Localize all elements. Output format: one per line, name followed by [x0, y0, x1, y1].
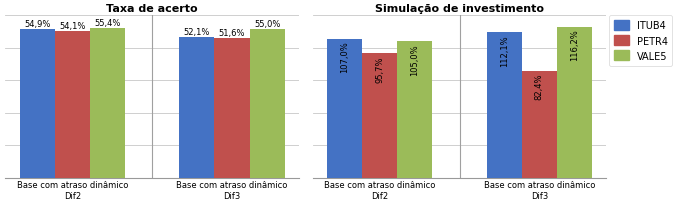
Bar [362, 54, 397, 178]
Title: Taxa de acerto: Taxa de acerto [106, 4, 198, 14]
Bar [20, 30, 55, 178]
Text: 107,0%: 107,0% [340, 41, 349, 73]
Text: 116,2%: 116,2% [570, 30, 579, 61]
Bar [214, 39, 249, 178]
Bar [397, 42, 433, 178]
Legend: ITUB4, PETR4, VALE5: ITUB4, PETR4, VALE5 [609, 16, 673, 66]
Text: 51,6%: 51,6% [219, 29, 245, 38]
Text: 55,4%: 55,4% [95, 19, 121, 28]
Text: 55,0%: 55,0% [254, 20, 281, 29]
Text: 105,0%: 105,0% [410, 44, 419, 75]
Text: 112,1%: 112,1% [500, 35, 509, 66]
Bar [55, 32, 90, 178]
Bar [522, 71, 557, 178]
Text: 95,7%: 95,7% [375, 56, 385, 82]
Bar [179, 38, 214, 178]
Bar [557, 28, 592, 178]
Text: 54,9%: 54,9% [24, 20, 51, 29]
Bar [90, 29, 125, 178]
Bar [249, 30, 285, 178]
Bar [487, 33, 522, 178]
Text: 52,1%: 52,1% [184, 28, 210, 37]
Title: Simulação de investimento: Simulação de investimento [375, 4, 544, 14]
Text: 54,1%: 54,1% [59, 22, 86, 31]
Bar [327, 40, 362, 178]
Text: 82,4%: 82,4% [535, 73, 544, 100]
